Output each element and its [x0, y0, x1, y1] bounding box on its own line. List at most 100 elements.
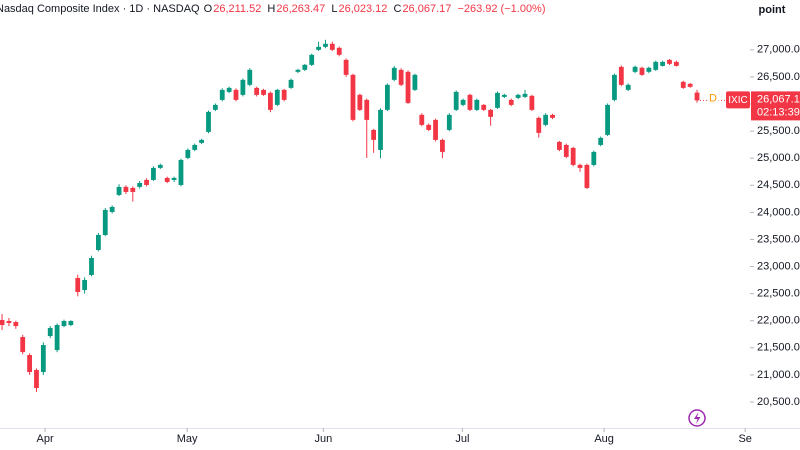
candle-body — [577, 164, 583, 168]
candle-body — [40, 345, 46, 373]
candle-body — [391, 67, 397, 80]
candle-body — [543, 114, 549, 125]
plot-area: 20,500.00 21,000.00 21,500.00 22,000.00 22,5… — [0, 39, 800, 445]
candle-body — [584, 164, 590, 188]
candle-body — [171, 177, 177, 180]
y-tick-label: 21,000.00 — [757, 369, 800, 381]
price-tag-bg — [751, 91, 800, 121]
candle-body — [95, 234, 101, 250]
candle-body — [618, 66, 624, 85]
candle-body — [192, 144, 198, 150]
interval-marker: D — [709, 92, 717, 104]
candle-body — [522, 93, 528, 97]
y-tick-label: 23,500.00 — [757, 233, 800, 245]
candle-body — [27, 355, 32, 373]
price-tag: 26,067.17 — [757, 93, 800, 105]
x-tick-label: Aug — [594, 433, 614, 445]
interval-marker-bg — [707, 92, 719, 105]
h-value: 26,263.47 — [276, 3, 326, 15]
candle-body — [646, 67, 652, 72]
candle-body — [371, 129, 377, 140]
candle-body — [570, 147, 576, 165]
l-label: L — [331, 3, 338, 15]
candle-body — [13, 322, 19, 327]
candle-body — [295, 69, 301, 72]
symbol-title: Nasdaq Composite Index · 1D · NASDAQ — [0, 3, 200, 15]
candle-body — [20, 337, 26, 353]
candle-body — [226, 87, 232, 92]
candle-body — [247, 69, 253, 85]
candle-body — [446, 114, 452, 130]
candle-body — [474, 99, 480, 110]
o-value: 26,211.52 — [213, 3, 262, 15]
y-tick-label: 21,500.00 — [757, 342, 800, 354]
candle-body — [495, 92, 500, 108]
candle-body — [0, 320, 5, 326]
candle-body — [185, 149, 191, 158]
y-tick-label: 26,500.00 — [757, 71, 800, 83]
events-icon-bolt — [694, 412, 701, 424]
symbol-tag: IXIC — [728, 95, 747, 106]
candle-body — [116, 186, 122, 195]
candle-body — [598, 137, 604, 145]
candle-body — [274, 89, 280, 105]
candle-body — [137, 182, 143, 187]
candle-body — [268, 92, 273, 110]
overlay: D IXIC 26,067.1702:13:39 — [688, 91, 800, 427]
candle-body — [61, 321, 67, 327]
candle-body — [453, 91, 459, 110]
candle-body — [384, 84, 390, 110]
candle-body — [47, 328, 53, 337]
candle-body — [557, 141, 562, 150]
candle-body — [625, 84, 631, 90]
countdown: 02:13:39 — [757, 106, 800, 118]
candle-body — [488, 109, 493, 117]
candle-body — [433, 119, 438, 140]
candle-body — [612, 74, 617, 100]
symbol-tag-bg — [726, 91, 750, 109]
candle-body — [34, 370, 39, 389]
y-tick-label: 27,000.00 — [757, 44, 800, 56]
candle-body — [591, 151, 597, 165]
candle-body — [309, 54, 315, 65]
y-tick-label: 24,000.00 — [757, 206, 800, 218]
candle-body — [660, 61, 666, 66]
candle-body — [501, 94, 507, 97]
candle-body — [694, 92, 700, 101]
candle-body — [123, 186, 129, 192]
candle-body — [667, 59, 672, 64]
candle-body — [329, 43, 335, 50]
candle-body — [233, 89, 239, 100]
y-tick-label: 23,000.00 — [757, 260, 800, 272]
candle-body — [212, 104, 218, 110]
candle-body — [151, 167, 156, 180]
y-tick-label: 20,500.00 — [757, 396, 800, 408]
candle-body — [639, 67, 645, 75]
x-tick-label: Jun — [315, 433, 333, 445]
candle-body — [6, 321, 12, 324]
l-value: 26,023.12 — [338, 3, 388, 15]
candle-body — [536, 117, 542, 133]
legend-bar: Nasdaq Composite Index · 1D · NASDAQ O26… — [0, 3, 549, 15]
axis-unit: point — [759, 4, 786, 16]
x-tick-label: Jul — [455, 433, 469, 445]
candle-body — [563, 144, 569, 157]
candle-body — [529, 95, 535, 110]
x-tick-label: May — [177, 433, 198, 445]
y-tick-label: 22,000.00 — [757, 315, 800, 327]
candle-body — [302, 64, 308, 70]
y-tick-label: 25,500.00 — [757, 125, 800, 137]
o-label: O — [203, 3, 213, 15]
candle-body — [68, 321, 74, 326]
candle-body — [364, 99, 370, 120]
candle-body — [632, 66, 638, 72]
candle-body — [89, 257, 94, 276]
candle-body — [350, 74, 356, 120]
candle-body — [157, 164, 163, 168]
candle-body — [680, 81, 686, 88]
candle-body — [102, 209, 108, 235]
candle-body — [460, 99, 466, 105]
candle-body — [130, 187, 136, 192]
candle-body — [508, 99, 514, 105]
